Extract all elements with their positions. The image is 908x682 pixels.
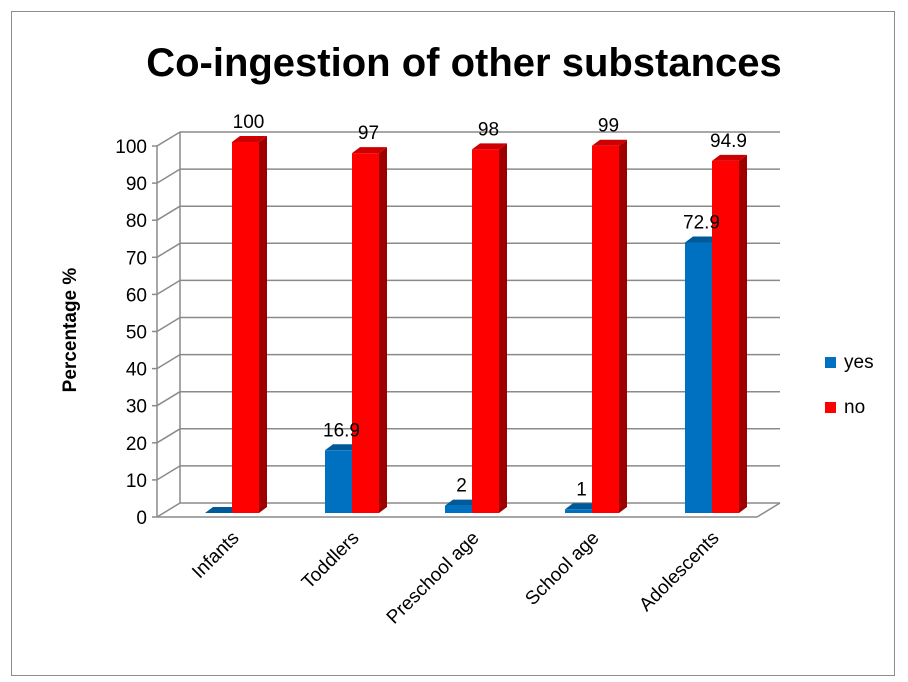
bar-side (259, 136, 267, 513)
data-label: 1 (576, 479, 587, 500)
data-label: 2 (456, 476, 467, 497)
category-label: Infants (188, 528, 243, 583)
gridline-side (156, 428, 181, 444)
gridline-side (156, 131, 181, 147)
bar-top (472, 143, 507, 150)
gridline-side (156, 316, 181, 333)
data-label: 16.9 (323, 420, 360, 441)
chart-title: Co-ingestion of other substances (146, 41, 782, 85)
legend-label: yes (844, 352, 874, 373)
bar-no-infants (232, 142, 259, 513)
data-labels: 100 16.9 97 2 98 1 99 72.9 94.9 (233, 112, 747, 500)
data-label: 72.9 (683, 213, 720, 234)
y-tick-label: 80 (126, 211, 147, 232)
category-label: Adolescents (635, 528, 723, 616)
category-label: Toddlers (298, 528, 364, 594)
y-tick-label: 60 (126, 285, 147, 306)
y-tick-labels: 0 10 20 30 40 50 60 70 80 90 100 (115, 137, 147, 529)
bar-top (232, 136, 267, 142)
bar-yes-preschool-age (445, 505, 472, 513)
bar-side (379, 147, 387, 513)
bar-yes-school-age (565, 509, 592, 513)
bar-top (325, 444, 360, 451)
y-tick-label: 100 (115, 137, 147, 158)
bar-top (352, 147, 387, 154)
bar-top (685, 236, 720, 243)
bar-top (205, 507, 240, 513)
gridline-side (156, 465, 181, 481)
category-labels: Infants Toddlers Preschool age School age Ad… (188, 528, 723, 629)
floor-right-edge (756, 502, 781, 518)
gridline-side (156, 353, 181, 370)
y-tick-label: 20 (126, 434, 147, 455)
bar-top (712, 154, 747, 161)
bar-side (499, 143, 507, 514)
bar-side (739, 154, 747, 513)
data-label: 100 (233, 112, 265, 133)
data-label: 94.9 (710, 131, 747, 152)
gridline-side (156, 242, 181, 258)
category-label: School age (521, 528, 603, 610)
gridline-side (156, 279, 181, 296)
gridline-side (156, 391, 181, 407)
y-tick-label: 30 (126, 397, 147, 418)
bar-top (592, 139, 627, 146)
bar-yes-toddlers (325, 450, 352, 513)
legend-swatch (825, 402, 836, 413)
legend-swatch (825, 357, 836, 368)
gridline-side (156, 205, 181, 221)
data-label: 99 (598, 116, 619, 137)
bar-yes-adolescents (685, 242, 712, 513)
data-label: 97 (358, 123, 379, 144)
y-tick-label: 0 (136, 508, 147, 529)
legend: yes no (825, 352, 874, 418)
bar-side (619, 139, 627, 513)
bar-top (445, 499, 480, 506)
gridline-side (156, 502, 181, 518)
bar-no-toddlers (352, 153, 379, 513)
data-label: 98 (478, 119, 499, 140)
bar-no-preschool-age (472, 149, 499, 514)
y-tick-label: 40 (126, 360, 147, 381)
y-tick-label: 10 (126, 471, 147, 492)
y-tick-label: 50 (126, 323, 147, 344)
y-tick-label: 70 (126, 248, 147, 269)
gridline-side (156, 168, 181, 184)
y-tick-label: 90 (126, 174, 147, 195)
bar-no-school-age (592, 145, 619, 513)
bars-layer (205, 136, 747, 514)
category-label: Preschool age (383, 528, 484, 629)
y-axis-label: Percentage % (60, 268, 81, 393)
bar-top (565, 503, 600, 510)
legend-label: no (844, 397, 865, 418)
bar-no-adolescents (712, 160, 739, 513)
chart-frame (11, 11, 895, 676)
